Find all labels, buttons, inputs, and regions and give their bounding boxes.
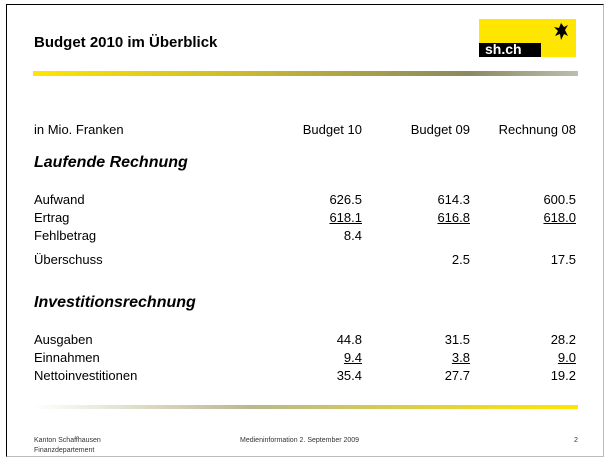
slide-title: Budget 2010 im Überblick — [34, 34, 218, 51]
slide — [6, 4, 604, 457]
row-label: Fehlbetrag — [34, 228, 97, 243]
row-label: Aufwand — [34, 192, 85, 207]
row-label: Ertrag — [34, 210, 70, 225]
cell-value: 616.8 — [437, 210, 470, 225]
cell-value: 600.5 — [543, 192, 576, 207]
cell-value: 35.4 — [336, 368, 362, 383]
logo-icon — [554, 23, 568, 40]
footer-department: Finanzdepartement — [34, 447, 95, 454]
page-number: 2 — [574, 437, 578, 444]
section-title: Laufende Rechnung — [34, 154, 188, 171]
logo: sh.ch — [479, 19, 576, 57]
column-header: Budget 09 — [410, 122, 470, 137]
cell-value: 44.8 — [336, 332, 362, 347]
row-label: Nettoinvestitionen — [34, 368, 138, 383]
cell-value: 8.4 — [343, 228, 362, 243]
footer-org: Kanton Schaffhausen — [34, 437, 101, 444]
cell-value: 17.5 — [550, 252, 576, 267]
cell-value: 618.1 — [329, 210, 362, 225]
row-label: Einnahmen — [34, 350, 100, 365]
cell-value: 19.2 — [550, 368, 576, 383]
cell-value: 28.2 — [550, 332, 576, 347]
row-label: Ausgaben — [34, 332, 93, 347]
cell-value: 626.5 — [329, 192, 362, 207]
row-label: Überschuss — [34, 252, 103, 267]
section-title: Investitionsrechnung — [34, 294, 196, 311]
title-rule — [33, 71, 578, 76]
cell-value: 9.4 — [343, 350, 362, 365]
cell-value: 9.0 — [557, 350, 576, 365]
cell-value: 618.0 — [543, 210, 576, 225]
footer-event: Medieninformation 2. September 2009 — [240, 437, 360, 444]
logo-text: sh.ch — [485, 41, 522, 57]
cell-value: 3.8 — [451, 350, 470, 365]
cell-value: 2.5 — [451, 252, 470, 267]
column-header: Budget 10 — [302, 122, 362, 137]
unit-label: in Mio. Franken — [34, 122, 124, 137]
cell-value: 614.3 — [437, 192, 470, 207]
cell-value: 27.7 — [444, 368, 470, 383]
cell-value: 31.5 — [444, 332, 470, 347]
column-header: Rechnung 08 — [498, 122, 576, 137]
footer-rule — [33, 405, 578, 409]
